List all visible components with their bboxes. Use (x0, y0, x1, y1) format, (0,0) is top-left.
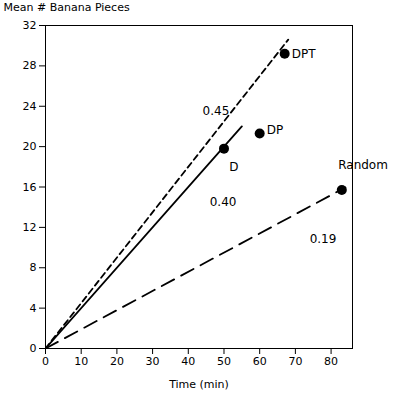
svg-text:28: 28 (23, 59, 37, 72)
svg-text:Time (min): Time (min) (168, 378, 229, 391)
svg-text:80: 80 (324, 355, 338, 368)
svg-text:10: 10 (74, 355, 88, 368)
svg-text:D: D (229, 160, 238, 174)
svg-text:20: 20 (23, 140, 37, 153)
svg-text:0.40: 0.40 (210, 195, 237, 209)
svg-text:0: 0 (42, 355, 49, 368)
svg-text:0: 0 (30, 342, 37, 355)
svg-text:30: 30 (146, 355, 160, 368)
svg-text:Random: Random (338, 158, 388, 172)
svg-text:4: 4 (30, 302, 37, 315)
svg-text:32: 32 (23, 19, 37, 32)
svg-text:20: 20 (110, 355, 124, 368)
svg-text:12: 12 (23, 221, 37, 234)
svg-text:DPT: DPT (292, 47, 316, 61)
svg-text:70: 70 (288, 355, 302, 368)
svg-text:24: 24 (23, 100, 37, 113)
svg-text:16: 16 (23, 181, 37, 194)
svg-text:40: 40 (181, 355, 195, 368)
svg-text:0.45: 0.45 (203, 104, 230, 118)
svg-text:8: 8 (30, 261, 37, 274)
svg-text:DP: DP (267, 123, 283, 137)
svg-text:50: 50 (217, 355, 231, 368)
svg-text:0.19: 0.19 (310, 232, 337, 246)
svg-text:Mean # Banana Pieces: Mean # Banana Pieces (4, 1, 130, 14)
svg-text:60: 60 (253, 355, 267, 368)
